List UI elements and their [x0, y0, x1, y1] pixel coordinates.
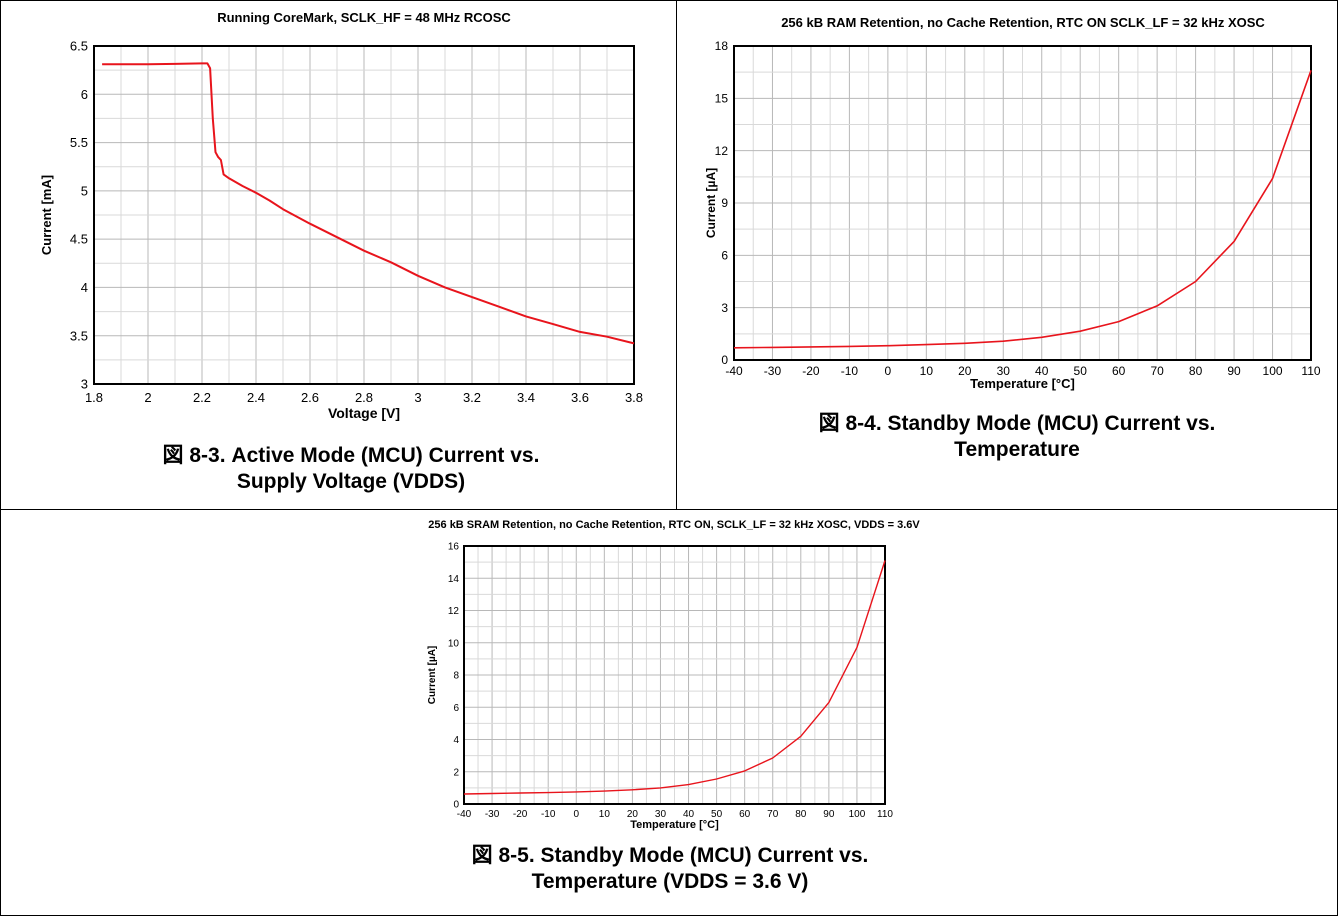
x-tick-label: 60	[739, 809, 751, 820]
y-tick-label: 4	[81, 280, 88, 295]
x-tick-label: 80	[1189, 364, 1203, 378]
x-tick-label: -30	[764, 364, 782, 378]
plot-frame	[93, 45, 635, 385]
x-tick-label: 100	[1263, 364, 1283, 378]
caption-line-1: 図 8-4. Standby Mode (MCU) Current vs.	[818, 412, 1216, 435]
y-tick-label: 6	[721, 249, 728, 263]
x-tick-label: -20	[802, 364, 820, 378]
x-tick-label: 2.4	[247, 390, 265, 405]
x-tick-label: 80	[795, 809, 807, 820]
figure-8-4-panel: -40 -30 -20 -10 0 10 20 30 40 50 60 70 80 90 100 110 0 3 6…	[676, 0, 1338, 510]
y-tick-label: 3.5	[70, 328, 88, 343]
y-tick-label: 5.5	[70, 135, 88, 150]
x-tick-label: 70	[767, 809, 779, 820]
caption-line-1: 図 8-3. Active Mode (MCU) Current vs.	[162, 444, 540, 467]
x-tick-label: -10	[541, 809, 556, 820]
x-tick-label: 2.6	[301, 390, 319, 405]
x-tick-label: 50	[1074, 364, 1088, 378]
x-tick-label: -30	[485, 809, 500, 820]
plot-frame	[463, 545, 886, 805]
caption-line-1: 図 8-5. Standby Mode (MCU) Current vs.	[471, 844, 869, 867]
y-tick-label: 10	[448, 638, 460, 649]
x-tick-label: -20	[513, 809, 528, 820]
x-tick-label: -40	[725, 364, 743, 378]
series-line	[463, 560, 886, 795]
y-tick-label: 5	[81, 183, 88, 198]
x-tick-label: 40	[1035, 364, 1049, 378]
figure-8-3-caption: 図 8-3. Active Mode (MCU) Current vs. Sup…	[31, 443, 671, 495]
figure-8-4-caption: 図 8-4. Standby Mode (MCU) Current vs. Te…	[697, 411, 1337, 463]
x-tick-label: 90	[1227, 364, 1241, 378]
x-tick-label: -10	[841, 364, 859, 378]
x-tick-label: 2	[144, 390, 151, 405]
x-tick-label: 10	[920, 364, 934, 378]
x-tick-label: 50	[711, 809, 723, 820]
y-tick-label: 9	[721, 196, 728, 210]
series-line	[102, 62, 635, 345]
y-axis-label: Current [µA]	[427, 646, 438, 705]
x-tick-label: 70	[1150, 364, 1164, 378]
y-tick-label: 3	[721, 301, 728, 315]
figure-8-5-panel: -40 -30 -20 -10 0 10 20 30 40 50 60 70 80 90 100 110 0 2 4…	[0, 509, 1338, 916]
caption-line-2: Temperature	[954, 438, 1080, 461]
figure-8-3-panel: 1.8 2 2.2 2.4 2.6 2.8 3 3.2 3.4 3.6 3.8 3 3.5 4 4.5 5 5.…	[0, 0, 677, 510]
y-tick-label: 16	[448, 542, 460, 553]
plot-frame	[733, 45, 1312, 361]
y-axis-label: Current [µA]	[704, 168, 718, 238]
y-tick-label: 18	[715, 39, 729, 53]
x-tick-label: 90	[823, 809, 835, 820]
y-tick-label: 15	[715, 92, 729, 106]
y-tick-label: 4.5	[70, 232, 88, 247]
x-axis-label: Temperature [°C]	[630, 819, 719, 831]
x-tick-label: 20	[627, 809, 639, 820]
y-tick-label: 6	[81, 87, 88, 102]
chart-title: Running CoreMark, SCLK_HF = 48 MHz RCOSC	[217, 10, 511, 25]
x-tick-label: 110	[877, 809, 893, 820]
x-tick-label: 20	[958, 364, 972, 378]
x-tick-label: 30	[997, 364, 1011, 378]
chart-title: 256 kB RAM Retention, no Cache Retention…	[781, 15, 1265, 30]
caption-line-2: Supply Voltage (VDDS)	[236, 470, 466, 493]
y-tick-label: 6.5	[70, 39, 88, 54]
x-tick-label: 10	[599, 809, 611, 820]
chart-title: 256 kB SRAM Retention, no Cache Retentio…	[428, 519, 920, 531]
y-tick-label: 0	[721, 353, 728, 367]
y-tick-label: 2	[453, 767, 459, 778]
x-tick-label: 3.8	[625, 390, 643, 405]
y-tick-label: 12	[448, 606, 460, 617]
x-tick-label: 0	[573, 809, 579, 820]
x-tick-label: 3.6	[571, 390, 589, 405]
x-tick-label: 2.8	[355, 390, 373, 405]
x-tick-label: 0	[885, 364, 892, 378]
chart-8-4: -40 -30 -20 -10 0 10 20 30 40 50 60 70 80 90 100 110 0 3 6…	[704, 15, 1321, 391]
series-line	[733, 70, 1312, 349]
x-axis-label: Voltage [V]	[328, 405, 400, 421]
y-tick-label: 8	[453, 671, 459, 682]
caption-line-2: Temperature (VDDS = 3.6 V)	[531, 870, 809, 893]
x-axis-label: Temperature [°C]	[970, 376, 1075, 391]
x-tick-label: 110	[1301, 364, 1320, 378]
y-tick-label: 3	[81, 377, 88, 392]
y-tick-label: 6	[453, 703, 459, 714]
y-axis-label: Current [mA]	[39, 175, 54, 255]
x-tick-label: 3.2	[463, 390, 481, 405]
x-tick-label: 3.4	[517, 390, 535, 405]
x-tick-label: -40	[457, 809, 472, 820]
figure-8-5-caption: 図 8-5. Standby Mode (MCU) Current vs. Te…	[350, 843, 990, 895]
x-tick-label: 2.2	[193, 390, 211, 405]
x-tick-label: 40	[683, 809, 695, 820]
x-tick-label: 1.8	[85, 390, 103, 405]
y-tick-label: 4	[453, 735, 459, 746]
grid	[93, 45, 635, 385]
chart-8-3: 1.8 2 2.2 2.4 2.6 2.8 3 3.2 3.4 3.6 3.8 3 3.5 4 4.5 5 5.…	[39, 10, 643, 421]
y-tick-label: 12	[715, 144, 729, 158]
y-tick-label: 0	[453, 800, 459, 811]
x-tick-label: 100	[849, 809, 866, 820]
x-tick-label: 60	[1112, 364, 1126, 378]
chart-8-5: -40 -30 -20 -10 0 10 20 30 40 50 60 70 80 90 100 110 0 2 4…	[427, 519, 920, 831]
y-tick-label: 14	[448, 574, 460, 585]
x-tick-label: 3	[414, 390, 421, 405]
x-tick-label: 30	[655, 809, 667, 820]
